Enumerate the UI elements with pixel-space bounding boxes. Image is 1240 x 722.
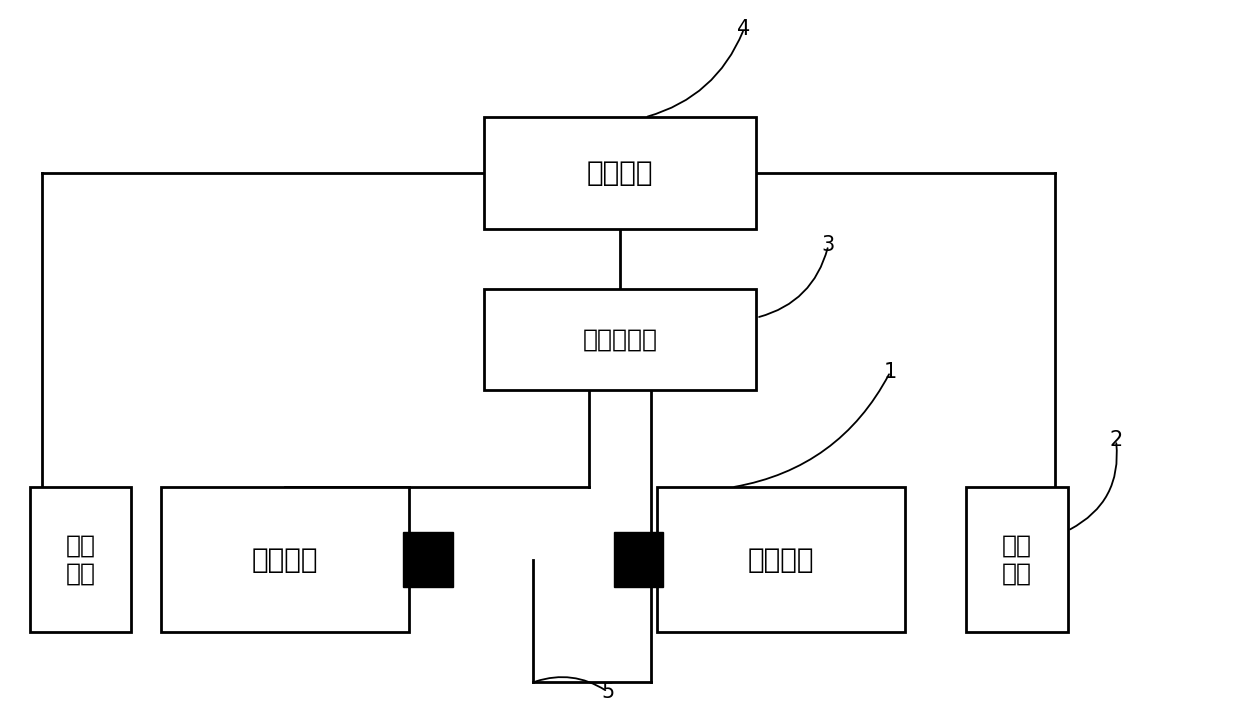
Text: 伺服
电机: 伺服 电机 — [66, 534, 95, 586]
Text: 5: 5 — [601, 682, 614, 702]
Bar — [614, 533, 663, 586]
Bar — [966, 487, 1068, 632]
Text: 2: 2 — [1110, 430, 1122, 451]
Text: 电压变送器: 电压变送器 — [583, 327, 657, 352]
Text: 伸缩装置: 伸缩装置 — [748, 546, 815, 573]
Text: 4: 4 — [738, 19, 750, 39]
Bar — [657, 487, 905, 632]
Bar — [30, 487, 131, 632]
Bar — [484, 118, 756, 230]
Bar — [484, 289, 756, 390]
Text: 3: 3 — [822, 235, 835, 256]
Bar — [161, 487, 409, 632]
Text: 伸缩装置: 伸缩装置 — [252, 546, 319, 573]
Text: 1: 1 — [884, 362, 897, 382]
Bar — [403, 533, 453, 586]
Text: 控制单元: 控制单元 — [587, 160, 653, 187]
Text: 伺服
电机: 伺服 电机 — [1002, 534, 1032, 586]
